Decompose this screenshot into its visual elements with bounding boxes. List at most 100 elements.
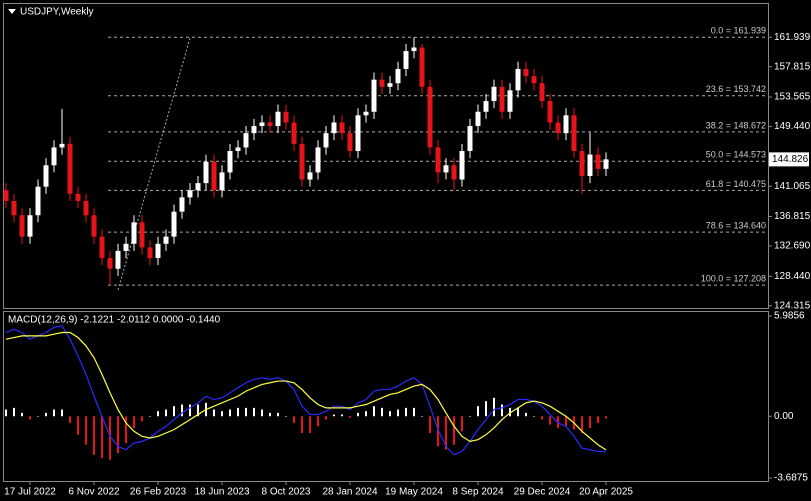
candle-body <box>51 147 57 166</box>
candle-body <box>491 86 497 102</box>
y-tick-label: 157.815 <box>774 61 811 72</box>
histogram-bar <box>453 416 455 445</box>
candle-body <box>131 222 137 244</box>
candle-body <box>227 151 233 173</box>
histogram-bar <box>69 416 71 423</box>
histogram-bar <box>357 412 359 417</box>
histogram-bar <box>605 416 607 419</box>
y-tick-label: 141.065 <box>774 181 811 192</box>
candle-body <box>507 90 513 112</box>
histogram-bar <box>461 416 463 432</box>
histogram-bar <box>165 409 167 417</box>
candle-body <box>179 197 185 212</box>
histogram-bar <box>149 416 151 417</box>
macd-line <box>5 331 607 451</box>
candle-body <box>475 111 481 127</box>
candle-body <box>427 86 433 148</box>
candle-body <box>195 183 201 191</box>
menu-arrow[interactable] <box>8 9 16 14</box>
candle-body <box>339 122 345 134</box>
candle-body <box>243 133 249 148</box>
candle-body <box>19 215 25 237</box>
x-tick-label: 8 Sep 2024 <box>452 487 504 498</box>
candle-body <box>307 172 313 180</box>
histogram-bar <box>277 412 279 417</box>
histogram-bar <box>541 416 543 420</box>
histogram-bar <box>269 412 271 417</box>
candle-body <box>235 147 241 152</box>
candle-body <box>523 68 529 77</box>
candle-body <box>323 133 329 148</box>
candle-body <box>67 143 73 194</box>
candle-body <box>219 172 225 191</box>
histogram-bar <box>581 416 583 433</box>
histogram-bar <box>141 416 143 422</box>
histogram-bar <box>589 416 591 428</box>
histogram-bar <box>301 416 303 433</box>
candle-body <box>443 165 449 173</box>
histogram-bar <box>21 412 23 417</box>
histogram-bar <box>341 414 343 417</box>
histogram-bar <box>181 404 183 417</box>
candle-body <box>147 247 153 259</box>
candle-body <box>395 68 401 84</box>
candle-body <box>371 79 377 112</box>
candle-body <box>483 101 489 112</box>
x-tick-label: 29 Dec 2024 <box>514 487 571 498</box>
candle-body <box>211 161 217 191</box>
candle-body <box>363 111 369 116</box>
histogram-bar <box>109 416 111 460</box>
histogram-bar <box>501 404 503 417</box>
candle-body <box>123 243 129 251</box>
fib-label: 100.0 = 127.208 <box>701 273 766 283</box>
histogram-bar <box>389 411 391 417</box>
candle-body <box>547 101 553 123</box>
histogram-bar <box>445 416 447 450</box>
histogram-bar <box>309 416 311 433</box>
y-tick-label: 124.315 <box>774 300 811 311</box>
y-tick-label: 0.00 <box>774 411 794 422</box>
fib-label: 61.8 = 140.475 <box>706 179 766 189</box>
histogram-bar <box>293 416 295 423</box>
histogram-bar <box>469 416 471 417</box>
main-panel <box>3 3 769 309</box>
macd-panel <box>3 311 769 482</box>
candle-body <box>259 122 265 127</box>
candle-body <box>43 165 49 187</box>
candle-body <box>171 211 177 237</box>
histogram-bar <box>325 416 327 420</box>
y-tick-label: 149.440 <box>774 121 811 132</box>
y-tick-label: 5.9856 <box>774 311 805 322</box>
histogram-bar <box>381 407 383 417</box>
histogram-bar <box>157 411 159 417</box>
candle-body <box>571 115 577 152</box>
candle-body <box>379 79 385 87</box>
fib-label: 23.6 = 153.742 <box>706 84 766 94</box>
histogram-bar <box>421 416 423 417</box>
candle-body <box>355 115 361 152</box>
histogram-bar <box>229 409 231 417</box>
x-tick-label: 19 May 2024 <box>385 487 443 498</box>
candle-body <box>75 193 81 201</box>
histogram-bar <box>493 397 495 417</box>
histogram-bar <box>429 416 431 433</box>
histogram-bar <box>397 409 399 417</box>
histogram-bar <box>85 416 87 445</box>
macd-line <box>5 325 607 456</box>
candle-body <box>603 159 609 169</box>
candle-body <box>115 250 121 269</box>
candle-body <box>587 154 593 176</box>
y-tick-label: 161.939 <box>774 32 811 43</box>
candle-body <box>459 151 465 180</box>
histogram-bar <box>117 416 119 454</box>
y-tick-label: 153.565 <box>774 92 811 103</box>
candle-body <box>59 143 65 148</box>
candle-body <box>539 83 545 102</box>
histogram-bar <box>37 416 39 417</box>
x-tick-label: 6 Nov 2022 <box>68 487 120 498</box>
candle-body <box>27 215 33 237</box>
histogram-bar <box>237 407 239 417</box>
indicator-title: MACD(12,26,9) -2.1221 -2.0112 0.0000 -0.… <box>8 315 221 326</box>
candle-body <box>83 200 89 216</box>
